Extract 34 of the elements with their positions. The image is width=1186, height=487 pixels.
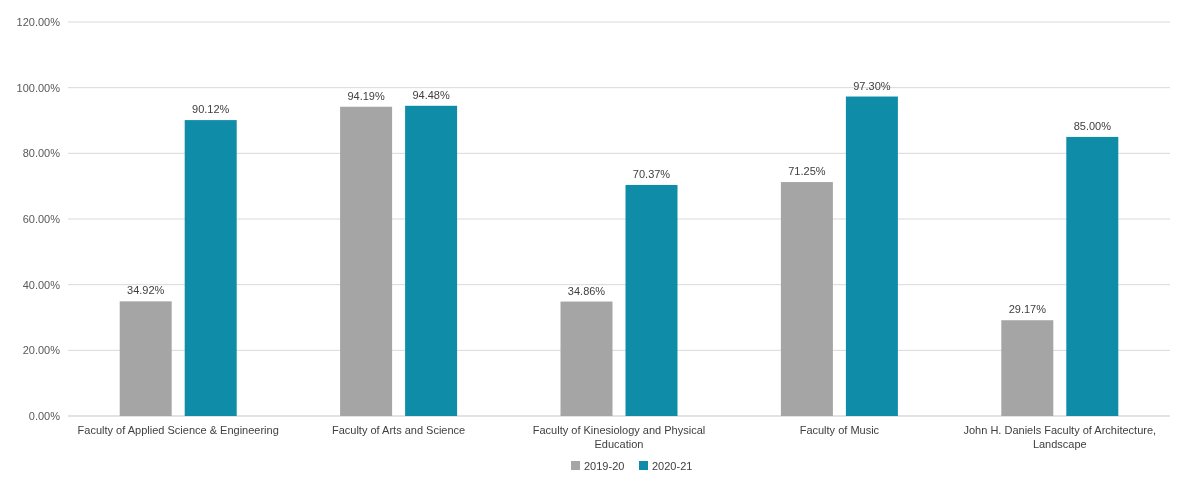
data-label: 94.19% — [347, 89, 385, 102]
bar — [340, 106, 393, 416]
data-label: 94.48% — [412, 88, 450, 101]
bar — [780, 182, 833, 416]
x-tick-label: Faculty of Kinesiology and Physical Education — [532, 424, 706, 450]
y-tick-label: 100.00% — [16, 81, 61, 94]
bar — [119, 301, 172, 416]
data-label: 34.92% — [127, 284, 165, 297]
bar — [405, 105, 458, 416]
legend-label: 2020-21 — [652, 460, 693, 472]
x-tick-label: Faculty of Applied Science & Engineering — [77, 424, 279, 436]
data-label: 29.17% — [1008, 303, 1047, 316]
bar — [560, 301, 613, 416]
y-tick-label: 60.00% — [22, 212, 61, 225]
data-label: 85.00% — [1073, 119, 1112, 132]
bar — [845, 96, 898, 416]
y-tick-label: 80.00% — [22, 147, 61, 160]
x-tick-label: John H. Daniels Faculty of Architecture, Landscape — [963, 424, 1157, 450]
y-tick-label: 120.00% — [16, 15, 61, 28]
data-label: 90.12% — [192, 103, 230, 116]
data-label: 71.25% — [788, 165, 826, 178]
legend-label: 2019-20 — [584, 460, 625, 472]
x-tick-label: Faculty of Music — [799, 424, 880, 436]
bar — [625, 184, 678, 416]
data-label: 70.37% — [632, 167, 671, 180]
y-tick-label: 20.00% — [22, 344, 61, 357]
bar — [1001, 320, 1054, 416]
data-label: 34.86% — [567, 284, 606, 297]
x-tick-label: Faculty of Arts and Science — [331, 424, 466, 436]
bar — [184, 120, 237, 416]
y-tick-label: 40.00% — [22, 278, 61, 291]
y-tick-label: 0.00% — [28, 409, 61, 422]
data-label: 97.30% — [853, 79, 891, 92]
bar — [1066, 136, 1119, 416]
